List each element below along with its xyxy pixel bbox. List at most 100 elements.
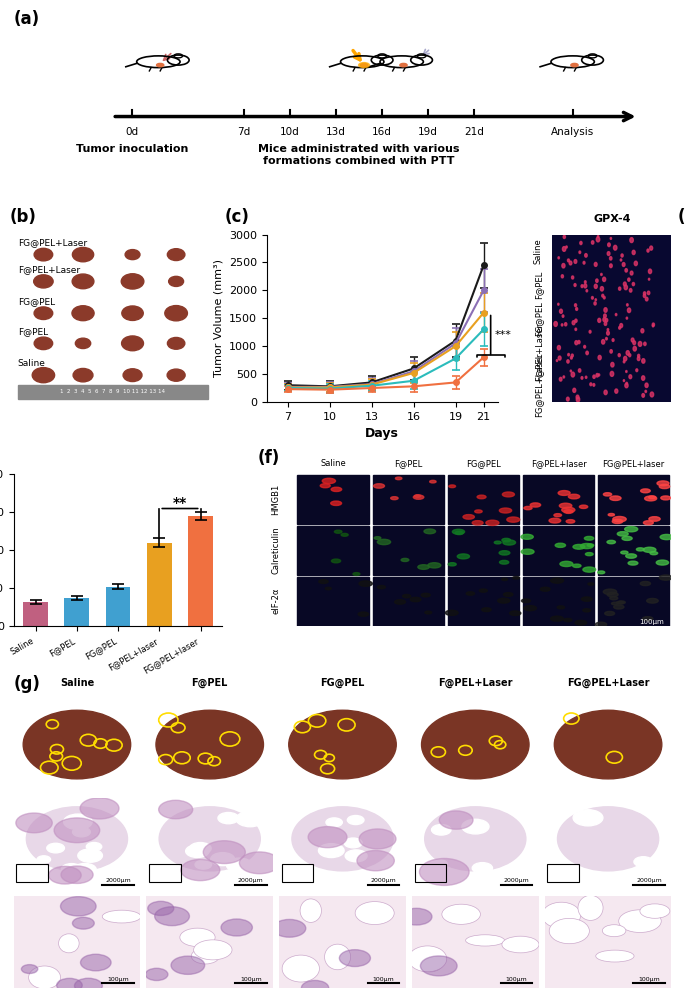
Circle shape xyxy=(564,322,567,326)
Ellipse shape xyxy=(357,850,395,871)
Text: FG@PEL: FG@PEL xyxy=(18,297,55,306)
Text: 100μm: 100μm xyxy=(373,977,395,982)
Circle shape xyxy=(413,495,424,499)
Ellipse shape xyxy=(273,919,306,937)
Circle shape xyxy=(524,506,532,510)
Bar xyxy=(297,475,369,524)
Circle shape xyxy=(562,247,566,251)
Circle shape xyxy=(628,561,638,565)
Bar xyxy=(553,235,671,268)
Circle shape xyxy=(501,578,508,581)
Circle shape xyxy=(591,241,594,245)
Bar xyxy=(16,863,48,882)
Circle shape xyxy=(633,346,636,351)
Circle shape xyxy=(604,307,607,312)
Circle shape xyxy=(521,549,534,554)
Circle shape xyxy=(507,517,520,522)
Circle shape xyxy=(613,517,626,522)
Text: (b): (b) xyxy=(10,209,36,227)
Text: 100μm: 100μm xyxy=(506,977,527,982)
Circle shape xyxy=(625,370,627,372)
Circle shape xyxy=(637,357,640,360)
Ellipse shape xyxy=(167,337,185,349)
Circle shape xyxy=(452,529,464,534)
Circle shape xyxy=(353,573,360,576)
Circle shape xyxy=(332,559,340,563)
Circle shape xyxy=(575,307,577,310)
Text: ***: *** xyxy=(495,330,512,340)
Circle shape xyxy=(360,64,368,67)
Text: 100μm: 100μm xyxy=(107,977,129,982)
Text: 0d: 0d xyxy=(125,127,138,137)
Circle shape xyxy=(589,330,591,333)
Text: **: ** xyxy=(173,496,187,510)
Circle shape xyxy=(620,258,622,261)
Text: 13d: 13d xyxy=(326,127,346,137)
Text: F@PEL+Laser: F@PEL+Laser xyxy=(534,322,543,380)
Ellipse shape xyxy=(502,936,539,953)
Circle shape xyxy=(562,263,565,267)
Circle shape xyxy=(377,539,390,545)
Text: FG@PEL+Laser: FG@PEL+Laser xyxy=(566,678,649,688)
Circle shape xyxy=(319,580,328,584)
Circle shape xyxy=(604,390,607,394)
Bar xyxy=(448,577,519,626)
Text: F@PEL+Laser: F@PEL+Laser xyxy=(438,678,512,688)
Circle shape xyxy=(495,541,501,544)
Circle shape xyxy=(320,484,330,488)
Circle shape xyxy=(614,605,624,609)
Circle shape xyxy=(632,250,635,254)
Text: 21d: 21d xyxy=(464,127,484,137)
Circle shape xyxy=(561,274,564,277)
Circle shape xyxy=(643,521,653,525)
Circle shape xyxy=(610,496,621,500)
Circle shape xyxy=(597,236,599,238)
Circle shape xyxy=(633,340,636,344)
Circle shape xyxy=(571,372,575,377)
Circle shape xyxy=(657,481,669,486)
Bar xyxy=(448,475,519,524)
Bar xyxy=(373,475,444,524)
Text: 1  2  3  4  5  6  7  8  9  10 11 12 13 14: 1 2 3 4 5 6 7 8 9 10 11 12 13 14 xyxy=(60,389,165,394)
Ellipse shape xyxy=(359,829,396,849)
Circle shape xyxy=(623,379,625,381)
Circle shape xyxy=(560,503,572,508)
Circle shape xyxy=(395,600,406,604)
Circle shape xyxy=(569,261,572,264)
Circle shape xyxy=(595,262,597,266)
Text: 2000μm: 2000μm xyxy=(238,878,264,883)
Circle shape xyxy=(636,548,645,551)
Circle shape xyxy=(574,259,577,263)
Ellipse shape xyxy=(37,856,51,863)
Circle shape xyxy=(622,536,632,541)
Circle shape xyxy=(414,495,421,497)
Circle shape xyxy=(607,251,610,255)
Ellipse shape xyxy=(240,852,279,873)
Circle shape xyxy=(596,279,598,282)
Circle shape xyxy=(562,315,564,317)
Circle shape xyxy=(623,282,626,286)
Ellipse shape xyxy=(169,276,184,286)
Ellipse shape xyxy=(125,250,140,259)
Circle shape xyxy=(499,561,509,564)
Circle shape xyxy=(573,564,581,568)
Circle shape xyxy=(606,337,608,340)
Circle shape xyxy=(610,349,612,353)
Circle shape xyxy=(569,494,580,499)
Ellipse shape xyxy=(64,814,92,829)
Ellipse shape xyxy=(181,859,220,880)
Circle shape xyxy=(601,339,605,344)
Bar xyxy=(297,526,369,575)
Circle shape xyxy=(605,612,614,616)
Circle shape xyxy=(621,253,623,257)
Text: F@PEL: F@PEL xyxy=(18,327,48,336)
Ellipse shape xyxy=(78,849,103,862)
Ellipse shape xyxy=(34,249,53,260)
Circle shape xyxy=(455,531,463,535)
Circle shape xyxy=(400,64,407,67)
Ellipse shape xyxy=(155,907,190,926)
Circle shape xyxy=(584,536,594,540)
Ellipse shape xyxy=(60,896,96,916)
Circle shape xyxy=(555,543,566,547)
Circle shape xyxy=(630,271,633,275)
